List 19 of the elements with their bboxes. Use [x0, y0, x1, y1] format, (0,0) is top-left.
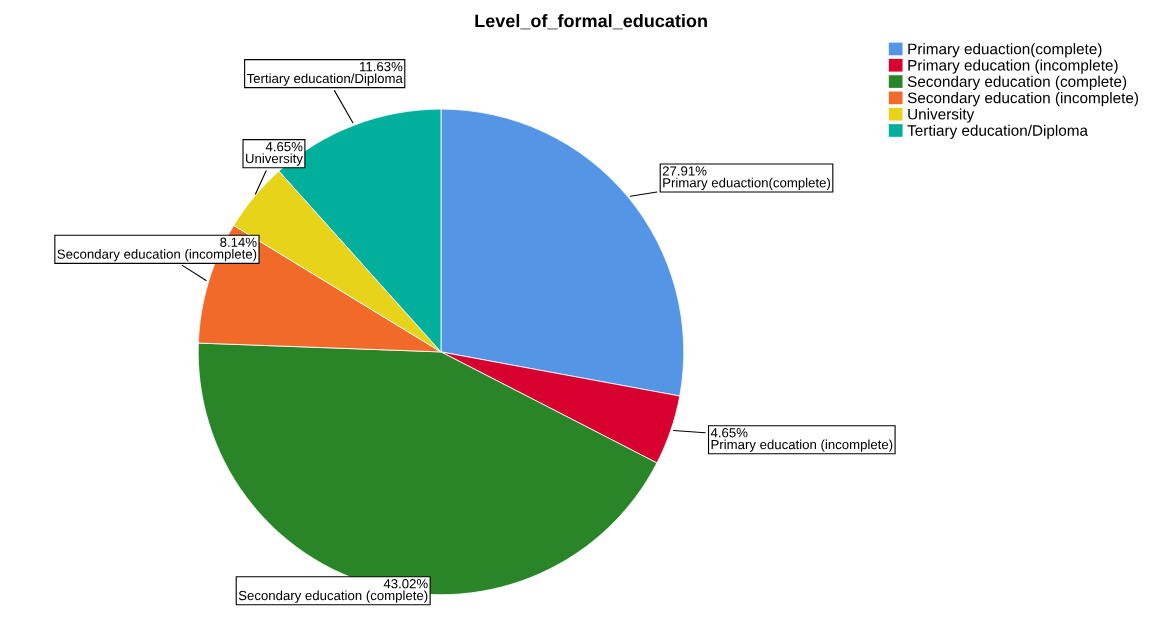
chart-title: Level_of_formal_education: [475, 14, 707, 30]
data-label: 4.65%: [710, 428, 748, 438]
slice-label: Tertiary education/Diploma: [246, 73, 403, 86]
slice-label: Primary eduaction(complete): [663, 177, 831, 191]
legend-label: Primary eduaction(complete): [908, 43, 1102, 58]
data-label: 8.14%: [220, 237, 257, 247]
slice-label: Secondary education (incomplete): [57, 249, 257, 262]
data-label: 43.02%: [383, 579, 428, 589]
legend-label: Primary education (incomplete): [908, 59, 1118, 74]
data-label: 27.91%: [662, 166, 707, 176]
legend-label: Secondary education (complete): [907, 75, 1127, 90]
slice-label: University: [246, 153, 303, 166]
legend-label: University: [908, 108, 975, 123]
slice-label: Primary education (incomplete): [711, 439, 893, 452]
legend-label: Tertiary education/Diploma: [907, 124, 1088, 139]
legend-label: Secondary education (incomplete): [907, 92, 1139, 107]
slice-label: Secondary education (complete): [238, 590, 428, 603]
data-label: 4.65%: [265, 141, 303, 152]
data-label: 11.63%: [360, 61, 403, 72]
